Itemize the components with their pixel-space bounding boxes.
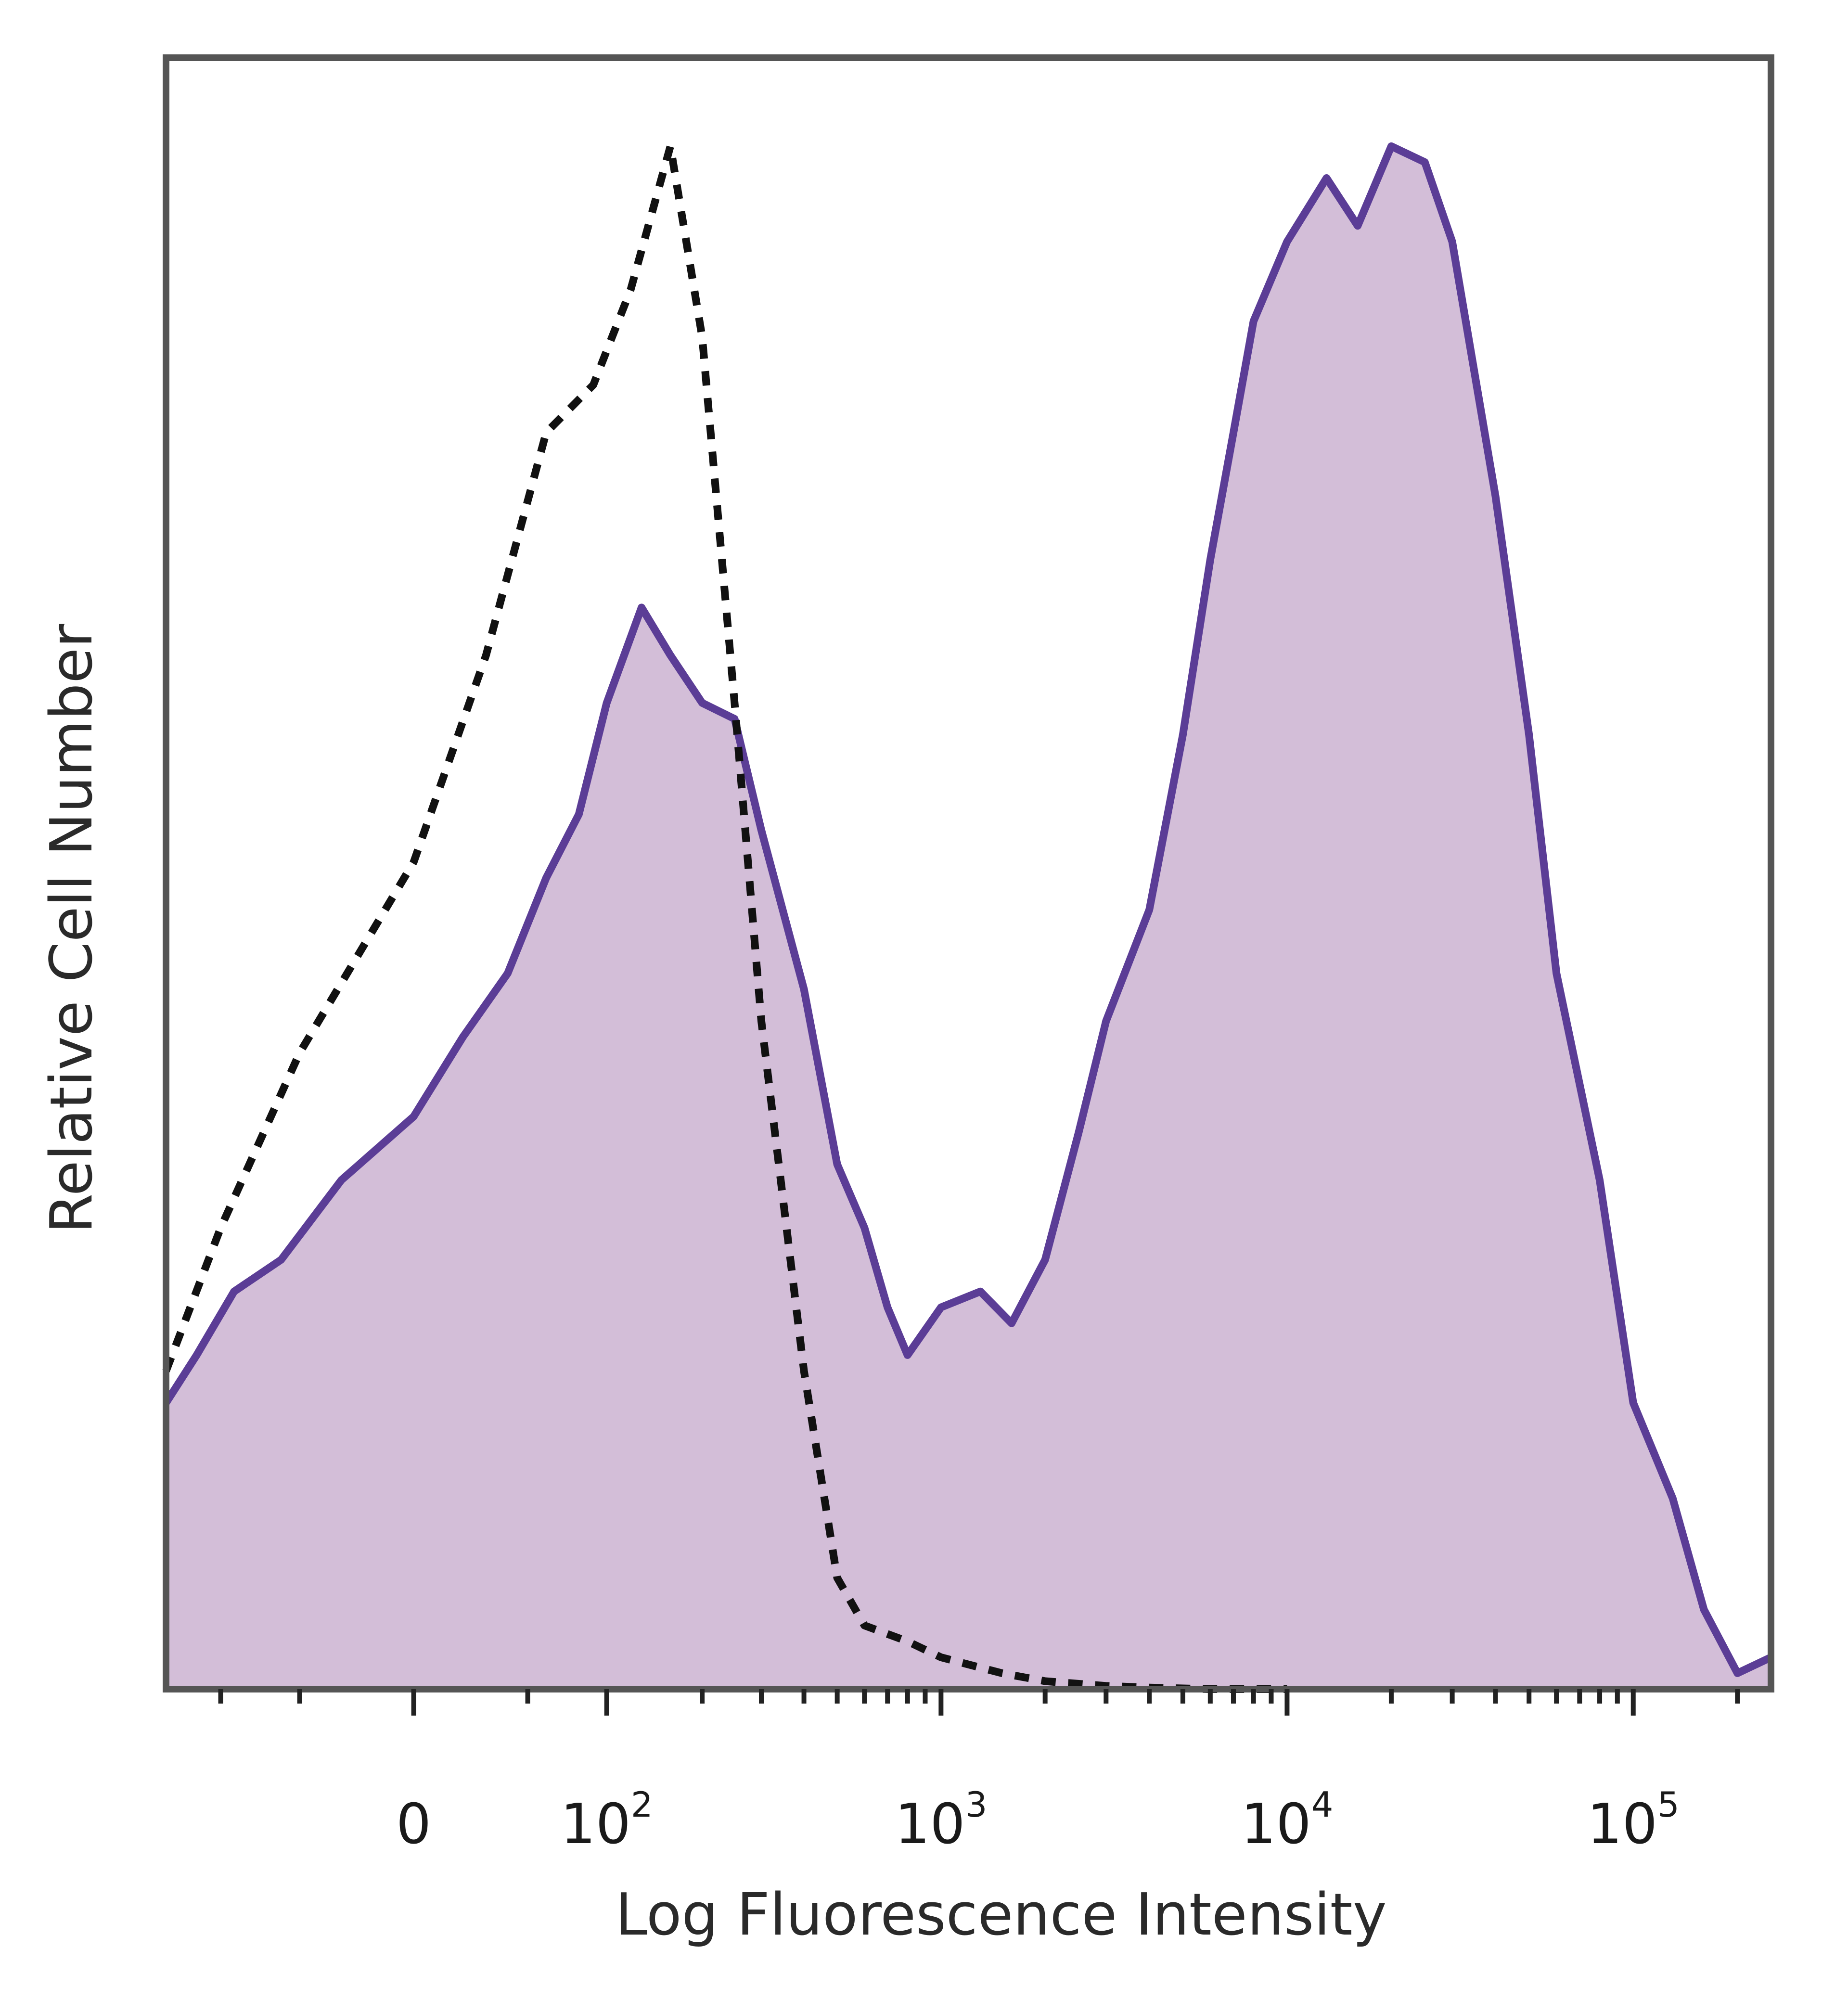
plot-area xyxy=(162,142,1773,1693)
x-axis-title: Log Fluorescence Intensity xyxy=(615,1882,1386,1949)
stained-histogram-fill xyxy=(166,146,1771,1690)
stained-histogram-line xyxy=(163,142,1773,1677)
control-histogram-line xyxy=(162,142,1287,1693)
x-tick-label: 103 xyxy=(895,1784,987,1857)
x-tick-label: 102 xyxy=(561,1784,653,1857)
x-axis: 0 102 103 104 105 xyxy=(218,1689,1740,1857)
x-tick-label: 105 xyxy=(1587,1784,1680,1857)
y-axis-title: Relative Cell Number xyxy=(38,624,105,1233)
x-tick-label: 104 xyxy=(1241,1784,1333,1857)
plot-frame xyxy=(163,54,1774,1692)
x-tick-label: 0 xyxy=(396,1792,431,1857)
